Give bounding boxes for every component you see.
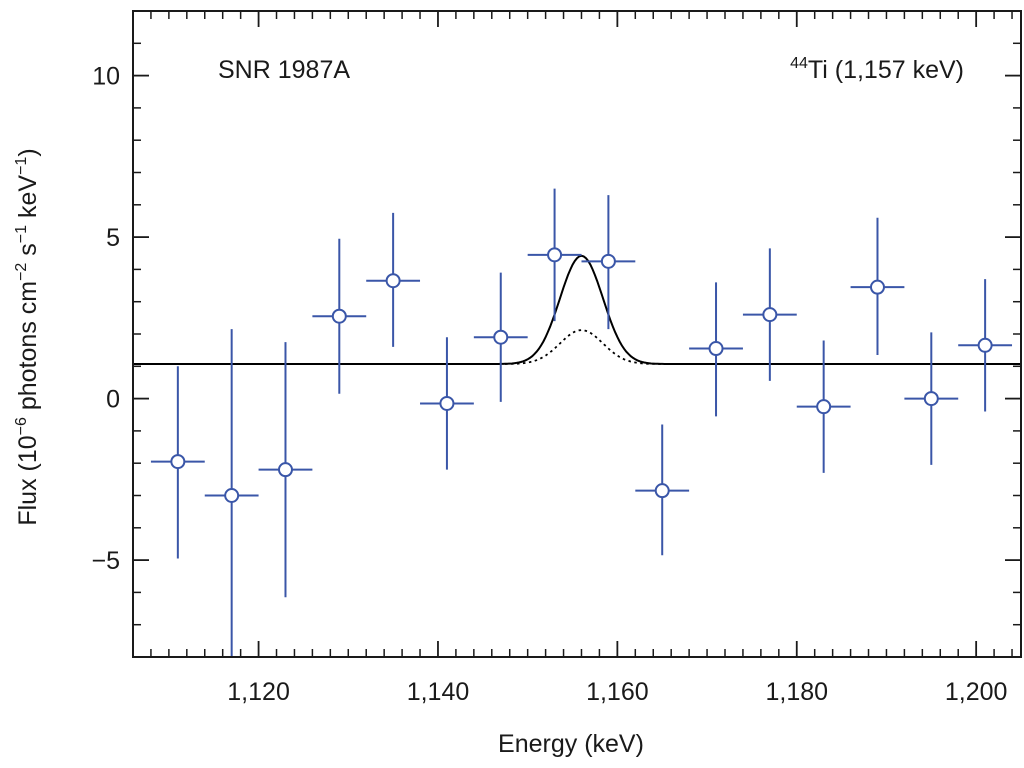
- data-marker: [977, 337, 993, 353]
- annotation-right-superscript: 44: [790, 55, 808, 72]
- data-point: [366, 212, 421, 347]
- data-marker: [762, 307, 778, 323]
- y-title-sup-4: −1: [13, 157, 30, 175]
- data-point: [312, 238, 367, 394]
- y-title-part-3: s: [14, 243, 42, 262]
- x-tick-label: 1,200: [945, 678, 1008, 706]
- data-point: [204, 329, 259, 657]
- plot-frame: [132, 10, 1022, 658]
- x-tick-label: 1,140: [407, 678, 470, 706]
- data-point: [689, 282, 743, 417]
- x-tick-label: 1,120: [227, 678, 290, 706]
- data-marker: [224, 488, 240, 503]
- data-point: [742, 248, 797, 381]
- data-marker: [547, 247, 563, 263]
- y-title-part-2: photons cm: [14, 281, 42, 417]
- data-marker: [816, 399, 832, 415]
- data-point: [150, 366, 205, 559]
- y-tick-label: −5: [91, 547, 120, 575]
- model-curve-solid: [133, 254, 1021, 365]
- annotation-right-main: Ti (1,157 keV): [808, 56, 964, 84]
- y-title-part-5: ): [14, 148, 42, 156]
- data-marker: [923, 391, 939, 407]
- tick-labels: 1,120 1,140 1,160 1,180 1,200 10 5 0 −5: [91, 63, 1007, 706]
- axis-ticks: [132, 10, 1021, 658]
- data-marker: [331, 308, 347, 324]
- x-axis-title: Energy (keV): [498, 730, 644, 758]
- data-marker: [493, 329, 509, 345]
- y-title-sup-2: −2: [13, 263, 30, 281]
- data-point: [904, 332, 959, 465]
- data-point: [420, 337, 474, 470]
- data-point: [850, 217, 905, 355]
- data-marker: [600, 253, 616, 269]
- data-marker: [708, 341, 724, 357]
- data-point: [635, 424, 690, 556]
- data-point: [796, 340, 851, 473]
- data-point: [473, 272, 528, 402]
- data-marker: [439, 395, 455, 411]
- data-point: [527, 188, 582, 322]
- model-curves: [133, 254, 1021, 365]
- y-axis-title: Flux (10−6 photons cm−2 s−1 keV−1): [13, 148, 42, 525]
- data-point: [958, 279, 1013, 412]
- data-marker: [869, 279, 885, 295]
- y-title-sup-3: −1: [13, 225, 30, 243]
- y-title-part-4: keV: [14, 175, 42, 225]
- x-tick-label: 1,180: [765, 678, 828, 706]
- data-points: [150, 188, 1013, 657]
- y-tick-label: 10: [92, 63, 120, 91]
- y-title-sup-1: −6: [13, 417, 30, 435]
- data-point: [581, 195, 636, 330]
- y-title-part-1: Flux (10: [14, 435, 42, 525]
- x-tick-label: 1,160: [586, 678, 649, 706]
- data-marker: [277, 462, 293, 478]
- annotation-left: SNR 1987A: [218, 56, 350, 84]
- annotation-right: 44Ti (1,157 keV): [790, 55, 964, 84]
- data-marker: [170, 454, 186, 470]
- data-marker: [654, 483, 670, 499]
- data-marker: [385, 273, 401, 289]
- y-tick-label: 0: [106, 386, 120, 414]
- y-tick-label: 5: [106, 224, 120, 252]
- data-point: [258, 342, 313, 598]
